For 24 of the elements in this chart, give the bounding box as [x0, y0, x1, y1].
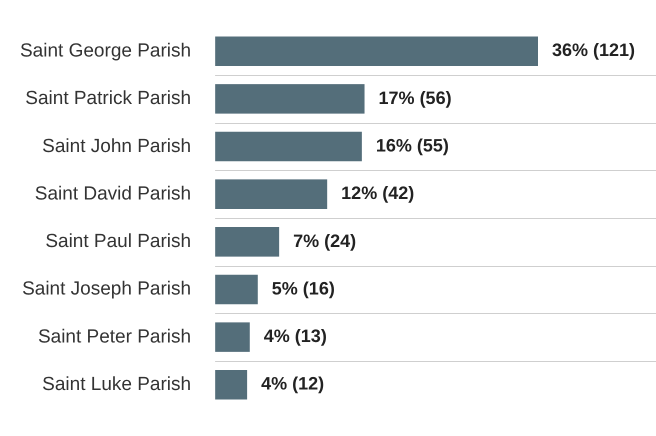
bar [215, 370, 248, 400]
data-label: 17% (56) [378, 88, 452, 108]
bar [215, 84, 365, 114]
y-tick-label: Saint Paul Parish [45, 231, 192, 252]
y-tick-label: Saint Peter Parish [38, 326, 192, 348]
y-tick-label: Saint John Parish [42, 136, 192, 157]
bar [215, 36, 538, 66]
bar [215, 322, 250, 352]
data-label: 12% (42) [341, 183, 414, 204]
bar [215, 132, 362, 162]
y-tick-label: Saint Patrick Parish [25, 88, 192, 110]
y-tick-label: Saint David Parish [34, 183, 192, 204]
data-label: 4% (12) [261, 374, 324, 394]
data-label: 5% (16) [272, 278, 335, 298]
data-label: 36% (121) [552, 40, 636, 60]
data-label: 4% (13) [264, 326, 327, 346]
y-tick-label: Saint Joseph Parish [22, 278, 192, 300]
y-tick-label: Saint Luke Parish [42, 374, 192, 396]
bar [215, 274, 258, 304]
bar [215, 179, 328, 209]
data-label: 7% (24) [293, 230, 356, 251]
y-tick-label: Saint George Parish [20, 40, 192, 62]
bar [215, 227, 280, 257]
data-label: 16% (55) [376, 135, 449, 156]
